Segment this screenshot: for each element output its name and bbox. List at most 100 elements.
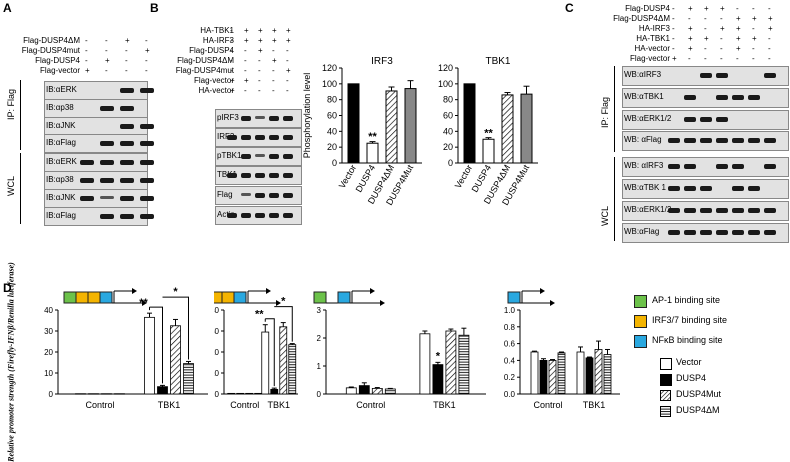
legend-vector-label: Vector: [676, 357, 702, 367]
dusp4dm-swatch: [660, 406, 671, 417]
condition-sign: -: [272, 76, 275, 85]
band: [80, 159, 94, 165]
blot-label-ib-erk: IB:αERK: [46, 84, 77, 94]
band: [255, 192, 265, 198]
band: [120, 140, 134, 146]
condition-sign: -: [244, 46, 247, 55]
band: [684, 186, 696, 191]
condition-sign: -: [105, 66, 108, 75]
band: [700, 73, 712, 78]
condition-sign: -: [704, 14, 707, 23]
band: [241, 192, 251, 196]
band: [120, 105, 134, 111]
blot-label-ptbk1: pTBK1: [217, 150, 242, 160]
tss-arrowhead: [370, 288, 375, 294]
blot-label-ib-flag: IB:αFlag: [46, 210, 76, 220]
band: [269, 134, 279, 140]
promoter-chart-ap1-nfkb: 0 1 2 3 Control TBK1 *: [313, 288, 486, 410]
band: [748, 208, 760, 213]
condition-sign: -: [145, 66, 148, 75]
condition-sign: +: [230, 76, 235, 85]
band: [700, 186, 712, 191]
blot-strip-ptbk1: [215, 147, 302, 166]
condition-sign: -: [736, 4, 739, 13]
condition-sign: +: [704, 34, 709, 43]
gene-arrowhead: [550, 300, 555, 306]
blot-label-flag: Flag: [217, 189, 233, 199]
significance-bracket: [264, 318, 275, 387]
condition-sign: -: [125, 56, 128, 65]
condition-label-flag-vector: Flag-vector: [39, 66, 80, 75]
y-tick-label: 20: [44, 348, 53, 357]
gene-arrowhead: [142, 300, 147, 306]
band: [255, 134, 265, 140]
band: [140, 87, 154, 93]
band: [269, 153, 279, 159]
condition-sign: +: [272, 56, 277, 65]
legend-irf-label: IRF3/7 binding site: [652, 315, 728, 325]
bar-vector-tbk1: [261, 331, 270, 395]
bar-dusp4mut-tbk1: [445, 330, 457, 395]
condition-sign: +: [272, 36, 277, 45]
band: [764, 230, 776, 235]
y-tick-label: 0.6: [504, 340, 516, 349]
condition-sign: +: [230, 86, 235, 95]
condition-label-ha-tbk1: HA-TBK1: [636, 34, 670, 43]
band: [283, 115, 293, 121]
band: [241, 212, 251, 218]
condition-label-ha-irf3: HA-IRF3: [202, 36, 234, 45]
condition-sign: +: [688, 34, 693, 43]
band: [668, 208, 680, 213]
condition-sign: -: [258, 76, 261, 85]
band: [716, 117, 728, 122]
band: [100, 195, 114, 199]
condition-sign: -: [736, 54, 739, 63]
bar-vector-control: [75, 393, 86, 395]
condition-label-flag-dusp4-m: Flag-DUSP4ΔM: [177, 56, 234, 65]
promoter-strength-axis-label: Relative promoter strength (Firefly-IFNβ…: [6, 262, 16, 462]
blot-label-irf3: IRF3: [217, 131, 235, 141]
condition-sign: +: [244, 76, 249, 85]
y-tick-label: 20: [443, 142, 453, 152]
bar-vector-control: [530, 351, 539, 395]
condition-sign: +: [736, 14, 741, 23]
condition-sign: -: [145, 36, 148, 45]
condition-sign: -: [752, 4, 755, 13]
significance-mark: *: [173, 286, 178, 298]
condition-label-ha-vector: HA-vector: [634, 44, 670, 53]
band: [732, 138, 744, 143]
bar-dusp4-m-tbk1: [183, 363, 194, 395]
y-tick-label: 30: [44, 327, 53, 336]
condition-sign: -: [230, 46, 233, 55]
chart-title: IRF3: [371, 56, 393, 67]
condition-sign: +: [672, 54, 677, 63]
condition-sign: -: [688, 54, 691, 63]
y-tick-label: 20: [327, 142, 337, 152]
band: [255, 153, 265, 157]
condition-sign: +: [720, 4, 725, 13]
group-wcl-label: WCL: [600, 206, 610, 226]
blot-strip-wb-irf3: [622, 157, 789, 177]
blot-label-wb-flag: WB:αFlag: [624, 227, 660, 236]
ip-bracket: [614, 66, 615, 152]
band: [668, 164, 680, 169]
y-tick-label: 0: [215, 390, 220, 399]
blot-label-wb-tbk-1: WB:αTBK 1: [624, 183, 666, 192]
condition-label-flag-dusp4: Flag-DUSP4: [625, 4, 670, 13]
band: [100, 177, 114, 183]
blot-label-ib-flag: IB:αFlag: [46, 137, 76, 147]
x-tick-label: Control: [356, 400, 385, 410]
condition-sign: +: [688, 44, 693, 53]
bar-dusp4: [482, 138, 495, 164]
blot-label-wb-erk1-2: WB:αERK1/2: [624, 205, 672, 214]
condition-sign: +: [688, 4, 693, 13]
ip-bracket: [20, 80, 21, 150]
x-tick-label: TBK1: [583, 400, 606, 410]
band: [684, 230, 696, 235]
band: [748, 230, 760, 235]
condition-sign: -: [85, 36, 88, 45]
panel-b-label: B: [150, 1, 159, 15]
binding-site-box: [233, 291, 247, 304]
condition-sign: -: [286, 46, 289, 55]
x-tick-label: Control: [85, 400, 114, 410]
